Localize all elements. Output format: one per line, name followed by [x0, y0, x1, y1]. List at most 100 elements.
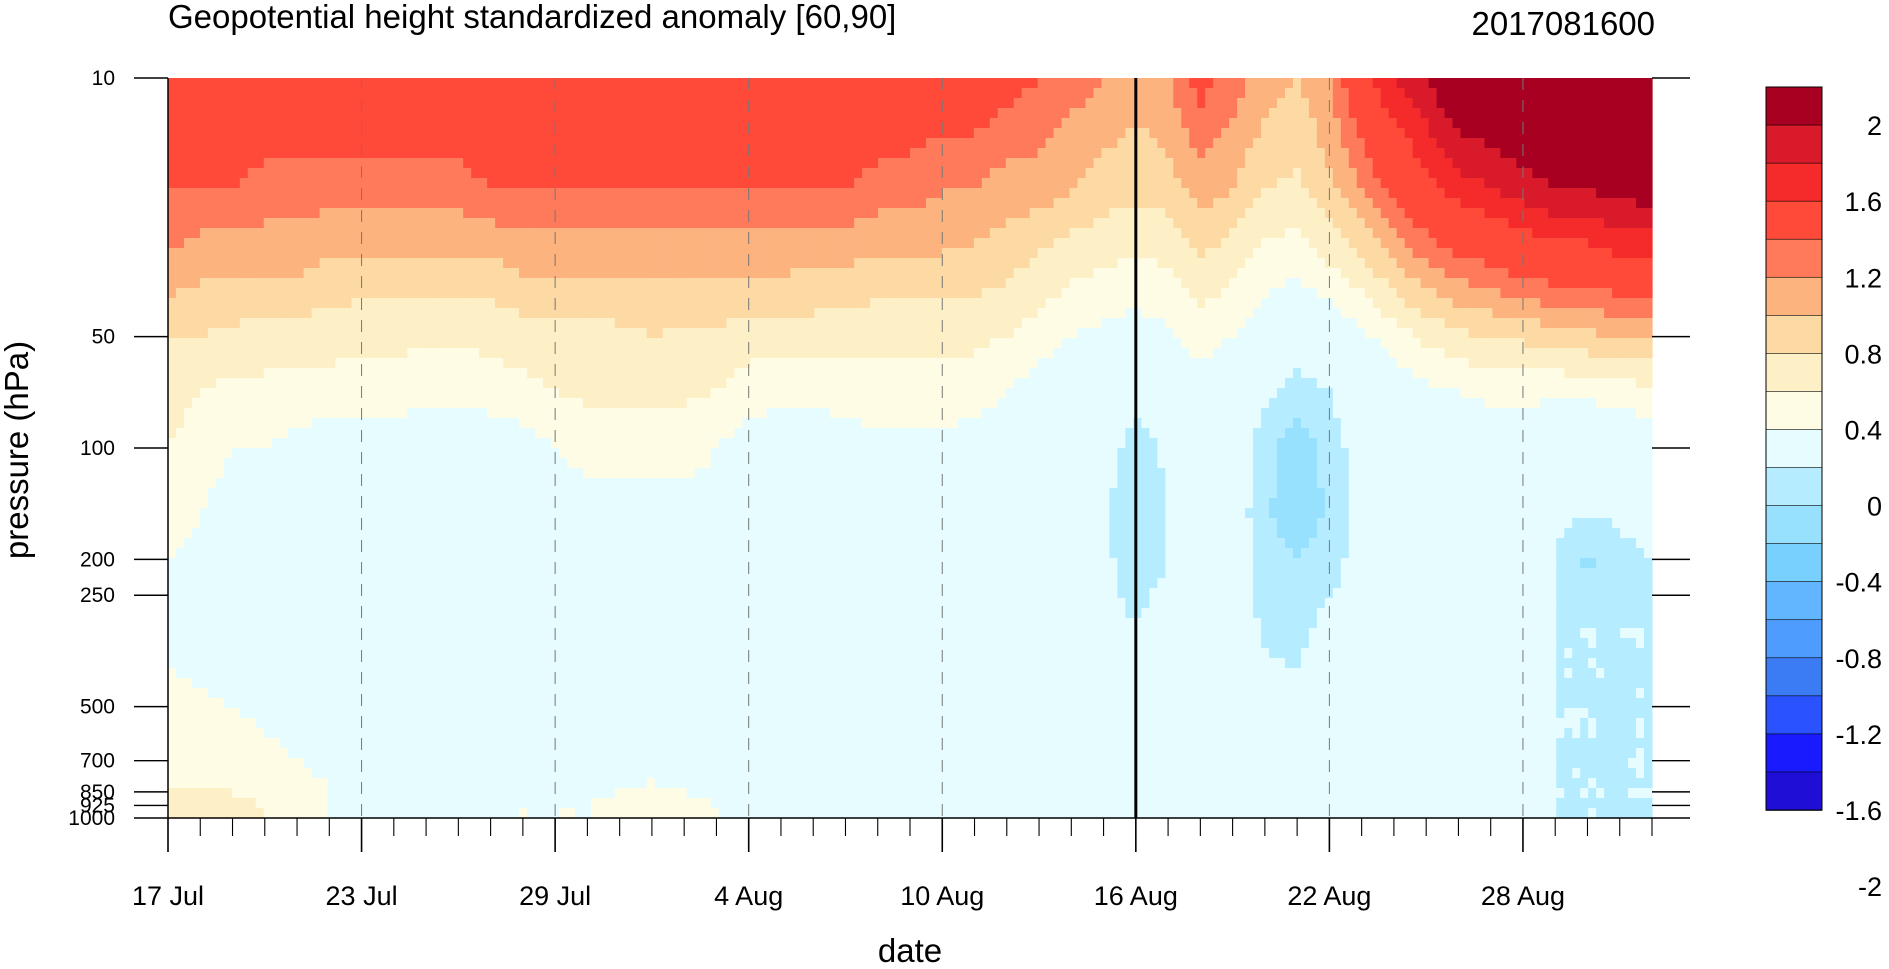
contour-cell [199, 578, 209, 589]
contour-cell [359, 518, 369, 529]
contour-cell [439, 228, 448, 239]
contour-cell [351, 268, 361, 279]
contour-cell [622, 438, 632, 449]
contour-cell [207, 208, 217, 219]
contour-cell [415, 108, 424, 119]
contour-cell [471, 568, 480, 579]
contour-cell [503, 478, 512, 489]
contour-cell [168, 228, 177, 239]
contour-cell [519, 238, 528, 249]
contour-cell [606, 288, 616, 299]
contour-cell [566, 218, 576, 229]
contour-cell [646, 638, 656, 649]
contour-cell [375, 178, 385, 189]
contour-cell [399, 158, 408, 169]
contour-cell [495, 268, 504, 279]
contour-cell [375, 418, 385, 429]
contour-cell [590, 78, 600, 89]
contour-cell [415, 318, 424, 329]
contour-cell [566, 528, 576, 539]
contour-cell [455, 748, 464, 759]
contour-cell [343, 488, 353, 499]
contour-cell [303, 178, 313, 189]
contour-cell [614, 218, 624, 229]
contour-cell [463, 128, 472, 139]
contour-cell [375, 148, 385, 159]
contour-cell [423, 178, 432, 189]
contour-cell [247, 208, 257, 219]
contour-cell [630, 288, 640, 299]
contour-cell [495, 188, 504, 199]
contour-cell [175, 778, 185, 789]
contour-cell [287, 78, 297, 89]
contour-cell [383, 228, 392, 239]
contour-cell [303, 418, 313, 429]
contour-cell [694, 758, 704, 769]
contour-cell [487, 498, 496, 509]
contour-cell [447, 718, 456, 729]
contour-cell [622, 758, 632, 769]
contour-cell [383, 528, 392, 539]
contour-cell [439, 638, 448, 649]
contour-cell [574, 808, 584, 819]
contour-cell [295, 238, 305, 249]
contour-cell [455, 78, 464, 89]
contour-cell [678, 248, 688, 259]
contour-cell [487, 588, 496, 599]
contour-cell [287, 558, 297, 569]
contour-cell [375, 248, 385, 259]
contour-cell [622, 348, 632, 359]
contour-cell [207, 158, 217, 169]
contour-cell [662, 538, 672, 549]
contour-cell [614, 308, 624, 319]
contour-cell [183, 88, 193, 99]
contour-cell [582, 628, 592, 639]
contour-cell [479, 538, 488, 549]
contour-cell [367, 388, 377, 399]
contour-cell [223, 618, 233, 629]
contour-cell [223, 658, 233, 669]
contour-cell [239, 528, 249, 539]
contour-cell [391, 428, 400, 439]
contour-cell [630, 378, 640, 389]
contour-cell [527, 188, 536, 199]
contour-cell [423, 278, 432, 289]
contour-cell [375, 228, 385, 239]
contour-cell [375, 788, 385, 799]
contour-cell [271, 388, 281, 399]
contour-cell [590, 368, 600, 379]
contour-cell [670, 698, 680, 709]
contour-cell [439, 318, 448, 329]
contour-cell [479, 408, 488, 419]
contour-cell [527, 168, 536, 179]
contour-cell [175, 178, 185, 189]
contour-cell [367, 678, 377, 689]
contour-cell [343, 408, 353, 419]
contour-cell [535, 238, 544, 249]
contour-cell [439, 388, 448, 399]
contour-cell [271, 428, 281, 439]
contour-cell [646, 218, 656, 229]
contour-cell [487, 358, 496, 369]
contour-cell [407, 308, 416, 319]
contour-cell [590, 228, 600, 239]
contour-cell [590, 718, 600, 729]
contour-cell [614, 578, 624, 589]
contour-cell [287, 108, 297, 119]
contour-cell [191, 308, 201, 319]
contour-cell [702, 368, 712, 379]
contour-cell [678, 718, 688, 729]
contour-cell [343, 288, 353, 299]
contour-cell [415, 278, 424, 289]
contour-cell [335, 138, 345, 149]
contour-cell [351, 128, 361, 139]
contour-cell [335, 518, 345, 529]
contour-cell [662, 588, 672, 599]
contour-cell [495, 158, 504, 169]
contour-cell [662, 528, 672, 539]
contour-cell [391, 518, 400, 529]
contour-cell [519, 118, 528, 129]
contour-cell [471, 178, 480, 189]
contour-cell [255, 668, 265, 679]
contour-cell [495, 618, 504, 629]
